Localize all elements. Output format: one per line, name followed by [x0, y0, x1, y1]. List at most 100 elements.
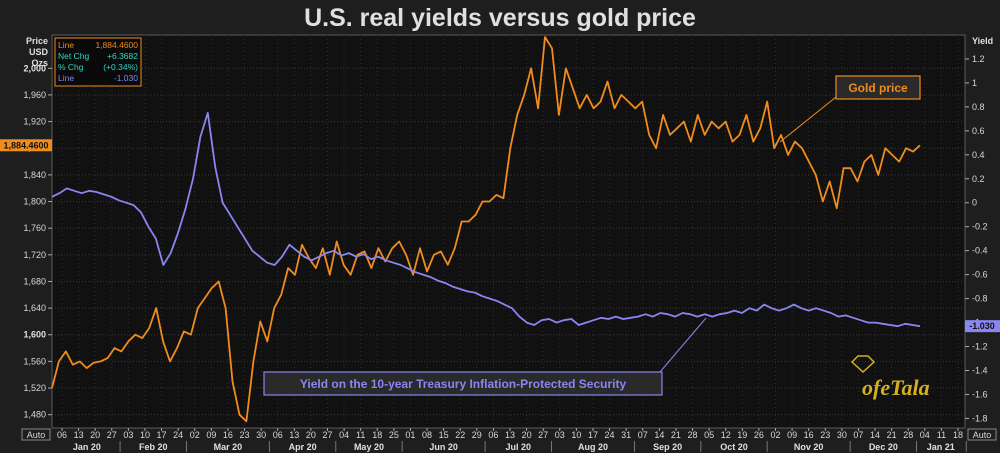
chart-title: U.S. real yields versus gold price — [304, 4, 696, 32]
x-day-label: 06 — [488, 430, 498, 440]
x-day-label: 18 — [372, 430, 382, 440]
right-tick-label: 0.4 — [972, 150, 985, 160]
watermark-text: ofeTala — [862, 375, 930, 400]
right-tick-label: 1.2 — [972, 54, 985, 64]
left-tick-label: 1,680 — [23, 276, 46, 286]
left-tick-label: 1,960 — [23, 90, 46, 100]
x-day-label: 10 — [571, 430, 581, 440]
left-axis-label-3: Ozs — [31, 58, 48, 68]
plot-area — [51, 34, 966, 429]
x-month-label: Sep 20 — [653, 442, 682, 452]
right-tick-label: 0.8 — [972, 102, 985, 112]
right-tick-label: -0.6 — [972, 270, 988, 280]
left-axis-label-1: Price — [26, 36, 48, 46]
x-month-label: May 20 — [354, 442, 384, 452]
x-day-label: 04 — [339, 430, 349, 440]
x-month-label: Aug 20 — [578, 442, 608, 452]
gold-last-value-box — [0, 139, 52, 152]
auto-right-label[interactable]: Auto — [973, 430, 992, 440]
x-day-label: 19 — [737, 430, 747, 440]
x-month-label: Jan 20 — [73, 442, 101, 452]
x-month-label: Jun 20 — [429, 442, 458, 452]
x-day-label: 09 — [787, 430, 797, 440]
legend-name-1: Net Chg — [58, 51, 89, 61]
right-tick-label: 0.6 — [972, 126, 985, 136]
right-tick-label: -0.2 — [972, 222, 988, 232]
x-day-label: 10 — [140, 430, 150, 440]
x-day-label: 21 — [671, 430, 681, 440]
x-day-label: 27 — [322, 430, 332, 440]
right-tick-label: -0.8 — [972, 294, 988, 304]
x-month-label: Feb 20 — [139, 442, 168, 452]
x-day-label: 11 — [937, 430, 946, 440]
x-month-label: Apr 20 — [289, 442, 317, 452]
x-day-label: 23 — [240, 430, 250, 440]
left-tick-label: 1,640 — [23, 303, 46, 313]
left-tick-label: 1,720 — [23, 250, 46, 260]
x-axis: 06 13 20 27 03 10 17 24 02 09 16 23 30 06 13 20 27 04 11 18… — [57, 428, 967, 452]
x-day-label: 31 — [621, 430, 631, 440]
x-day-label: 14 — [654, 430, 664, 440]
left-tick-label: 1,600 — [23, 330, 46, 340]
auto-left-label[interactable]: Auto — [27, 430, 46, 440]
gold-annotation-text: Gold price — [848, 81, 908, 95]
x-day-label: 08 — [422, 430, 432, 440]
x-day-label: 13 — [505, 430, 515, 440]
x-day-label: 17 — [157, 430, 167, 440]
left-tick-label: 1,840 — [23, 170, 46, 180]
x-day-label: 05 — [704, 430, 714, 440]
legend-value-3: -1.030 — [114, 73, 138, 83]
x-day-label: 18 — [953, 430, 963, 440]
x-day-label: 20 — [306, 430, 316, 440]
x-day-label: 07 — [853, 430, 863, 440]
x-day-label: 29 — [472, 430, 482, 440]
gridlines — [52, 35, 965, 428]
x-month-label: Mar 20 — [214, 442, 243, 452]
legend-name-3: Line — [58, 73, 74, 83]
series-layer — [51, 36, 921, 423]
x-day-label: 04 — [920, 430, 930, 440]
gold-annotation-box — [835, 75, 921, 100]
right-tick-label: -1.8 — [972, 413, 988, 423]
x-day-label: 13 — [74, 430, 84, 440]
x-day-label: 22 — [455, 430, 465, 440]
left-tick-label: 1,520 — [23, 383, 46, 393]
yield-last-value-tag: -1.030 — [965, 320, 1000, 333]
left-tick-label: 1,560 — [23, 356, 46, 366]
gold-last-value-tag: 1,884.4600 — [0, 139, 52, 152]
legend-name-2: % Chg — [58, 62, 84, 72]
x-day-label: 06 — [57, 430, 67, 440]
x-day-label: 27 — [538, 430, 548, 440]
x-day-label: 02 — [770, 430, 780, 440]
x-day-label: 20 — [90, 430, 100, 440]
x-day-label: 03 — [555, 430, 565, 440]
x-day-label: 21 — [887, 430, 897, 440]
x-month-label: Jul 20 — [506, 442, 532, 452]
x-day-label: 03 — [123, 430, 133, 440]
left-axis: 1,480 1,520 1,560 1,600 1,640 1,680 1,720 1,760… — [23, 63, 52, 420]
left-tick-label: 1,480 — [23, 410, 46, 420]
watermark-logo: ofeTala — [850, 355, 930, 400]
left-axis-label-2: USD — [29, 47, 49, 57]
x-month-label: Nov 20 — [794, 442, 824, 452]
x-day-label: 23 — [820, 430, 830, 440]
x-day-label: 16 — [223, 430, 233, 440]
x-day-label: 30 — [837, 430, 847, 440]
x-day-label: 11 — [356, 430, 365, 440]
legend-value-1: +6.3682 — [107, 51, 138, 61]
x-day-label: 17 — [588, 430, 598, 440]
x-day-label: 28 — [688, 430, 698, 440]
auto-right-box[interactable] — [967, 428, 997, 441]
left-tick-label: 2,000 — [23, 63, 46, 73]
gold-annotation: Gold price — [779, 75, 921, 143]
auto-left-box[interactable] — [21, 428, 51, 441]
series-line-real-yield — [51, 112, 921, 328]
x-month-label: Jan 21 — [927, 442, 955, 452]
x-day-label: 07 — [638, 430, 648, 440]
legend-value-2: (+0.34%) — [103, 62, 138, 72]
legend-value-0: 1,884.4600 — [95, 40, 138, 50]
legend-box — [54, 37, 142, 87]
x-day-label: 12 — [721, 430, 731, 440]
x-day-label: 24 — [605, 430, 615, 440]
